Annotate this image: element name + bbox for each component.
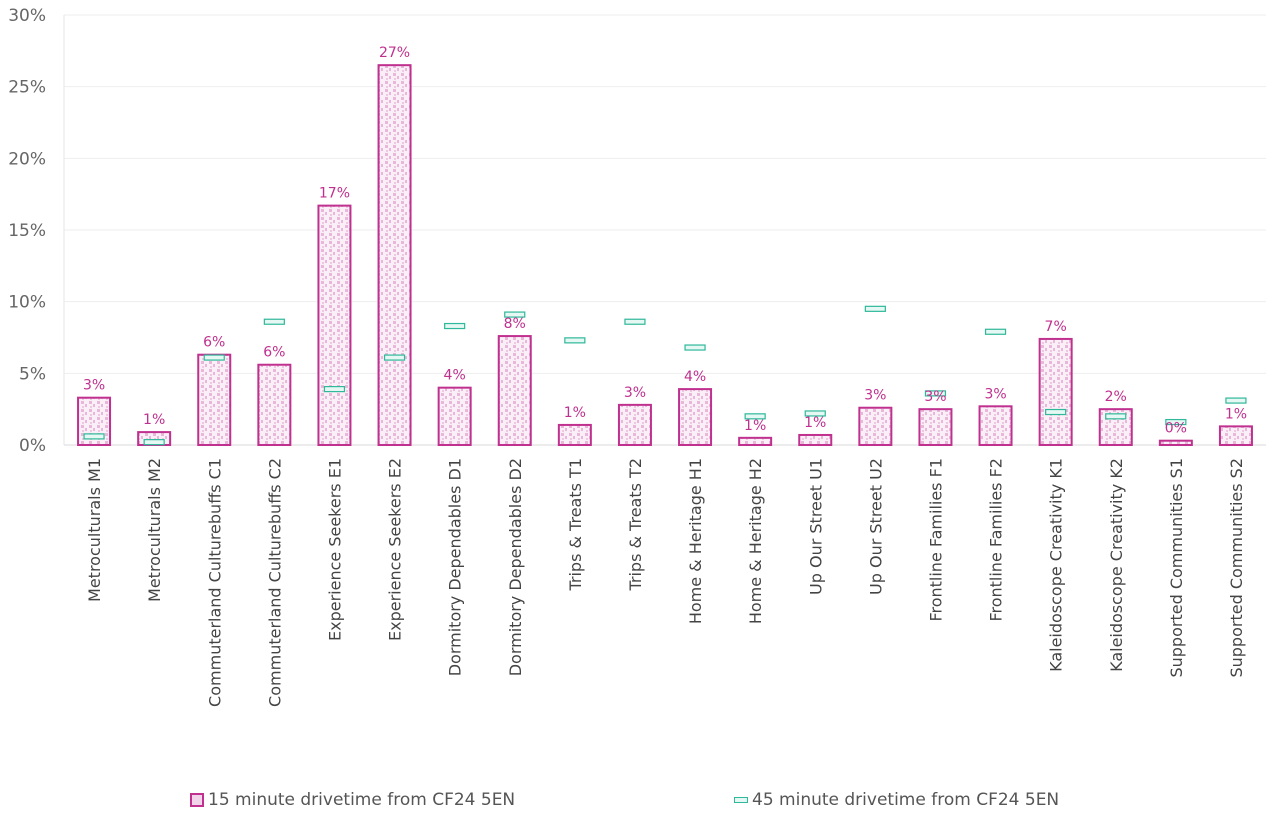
bar-15min — [798, 433, 833, 447]
y-tick-label: 10% — [8, 293, 46, 313]
marker-45min — [263, 318, 285, 325]
marker-45min — [744, 413, 766, 420]
data-label-15min: 6% — [203, 335, 225, 351]
x-tick-label: Dormitory Dependables D2 — [506, 458, 525, 676]
marker-45min — [624, 318, 646, 325]
data-label-15min: 3% — [924, 389, 946, 405]
gridlines — [64, 14, 1266, 374]
x-tick-label: Trips & Treats T2 — [626, 458, 645, 592]
data-label-15min: 17% — [319, 186, 350, 202]
marker-45min — [203, 354, 225, 361]
x-tick-label: Kaleidoscope Creativity K2 — [1107, 458, 1126, 672]
x-tick-label: Supported Communities S2 — [1227, 458, 1246, 678]
marker-45min — [1045, 408, 1067, 416]
x-tick-label: Experience Seekers E2 — [386, 458, 405, 641]
bar-15min — [678, 388, 713, 447]
x-tick-label: Dormitory Dependables D1 — [446, 458, 465, 676]
marker-45min — [1225, 397, 1247, 404]
x-tick-label: Up Our Street U1 — [806, 458, 825, 595]
y-tick-label: 30% — [8, 6, 46, 26]
marker-45min — [984, 328, 1007, 335]
x-tick-label: Trips & Treats T1 — [566, 458, 585, 592]
x-tick-label: Frontline Families F2 — [987, 458, 1006, 622]
x-tick-label: Home & Heritage H2 — [746, 458, 765, 624]
y-tick-label: 20% — [8, 149, 46, 169]
marker-45min — [504, 311, 526, 318]
y-tick-label: 5% — [19, 364, 46, 384]
bar-15min — [1218, 425, 1253, 447]
marker-45min — [1165, 418, 1187, 426]
bar-15min — [437, 386, 472, 446]
legend-label-15min: 15 minute drivetime from CF24 5EN — [208, 790, 516, 810]
data-label-15min: 3% — [984, 386, 1006, 402]
y-tick-label: 15% — [8, 221, 46, 241]
marker-45min — [564, 337, 586, 344]
data-labels: 3% 1% 6% 6% 17% 27% 4% 8% 1% 3% 4% 1% 1% 3% 3% 3% 7% 2% 0%… — [83, 45, 1247, 437]
bar-15min — [738, 436, 773, 447]
bar-15min — [257, 363, 292, 447]
bar-15min — [317, 204, 352, 446]
legend-label-45min: 45 minute drivetime from CF24 5EN — [752, 790, 1060, 810]
y-tick-label: 0% — [19, 436, 46, 456]
marker-45min — [323, 386, 346, 393]
data-label-15min: 8% — [504, 316, 526, 332]
marker-45min — [383, 354, 406, 361]
bar-15min — [497, 335, 532, 447]
data-label-15min: 1% — [744, 418, 766, 434]
data-label-15min: 3% — [83, 378, 105, 394]
marker-45min — [864, 305, 886, 312]
x-tick-label: Metroculturals M1 — [85, 458, 104, 602]
bar-series-15min — [77, 64, 1253, 447]
data-label-15min: 1% — [804, 415, 826, 431]
x-tick-label: Commuterland Culturebuffs C1 — [205, 458, 224, 707]
data-label-15min: 7% — [1045, 319, 1067, 335]
y-axis: 0% 5% 10% 15% 20% 25% 30% — [8, 6, 65, 456]
marker-45min — [444, 322, 466, 330]
data-label-15min: 1% — [1225, 406, 1247, 422]
marker-45min — [1105, 413, 1127, 420]
data-label-15min: 3% — [624, 385, 646, 401]
legend-item-45min: 45 minute drivetime from CF24 5EN — [734, 790, 1059, 810]
bar-15min — [617, 403, 652, 447]
marker-45min — [143, 439, 165, 446]
x-tick-label: Up Our Street U2 — [866, 458, 885, 595]
x-tick-label: Frontline Families F1 — [926, 458, 945, 622]
x-tick-label: Commuterland Culturebuffs C2 — [265, 458, 284, 707]
data-label-15min: 6% — [263, 345, 285, 361]
data-label-15min: 27% — [379, 45, 410, 61]
marker-45min — [684, 344, 706, 351]
bar-15min — [978, 405, 1013, 446]
x-axis: Metroculturals M1 Metroculturals M2 Commut… — [64, 444, 1266, 707]
data-label-15min: 1% — [564, 405, 586, 421]
marker-series-45min — [83, 305, 1247, 446]
bar-15min — [557, 423, 592, 446]
y-tick-label: 25% — [8, 78, 46, 98]
bar-15min — [918, 408, 953, 446]
marker-45min — [804, 410, 826, 417]
x-tick-label: Experience Seekers E1 — [325, 458, 344, 641]
bar-15min — [377, 64, 412, 447]
data-label-15min: 3% — [864, 388, 886, 404]
bar-15min — [197, 353, 232, 447]
bar-15min — [1158, 439, 1193, 447]
legend-swatch-15min — [190, 793, 204, 807]
data-label-15min: 4% — [684, 369, 706, 385]
x-tick-label: Supported Communities S1 — [1167, 458, 1186, 678]
marker-45min — [924, 390, 947, 397]
data-label-15min: 2% — [1105, 389, 1127, 405]
x-tick-label: Metroculturals M2 — [145, 458, 164, 602]
x-tick-label: Home & Heritage H1 — [686, 458, 705, 624]
legend-swatch-45min — [734, 797, 748, 803]
x-tick-label: Kaleidoscope Creativity K1 — [1047, 458, 1066, 672]
data-label-15min: 0% — [1165, 421, 1187, 437]
data-label-15min: 1% — [143, 412, 165, 428]
bar-15min — [1038, 337, 1073, 446]
bar-15min — [858, 406, 893, 447]
data-label-15min: 4% — [444, 368, 466, 384]
marker-45min — [83, 433, 105, 440]
legend-item-15min: 15 minute drivetime from CF24 5EN — [190, 790, 515, 810]
